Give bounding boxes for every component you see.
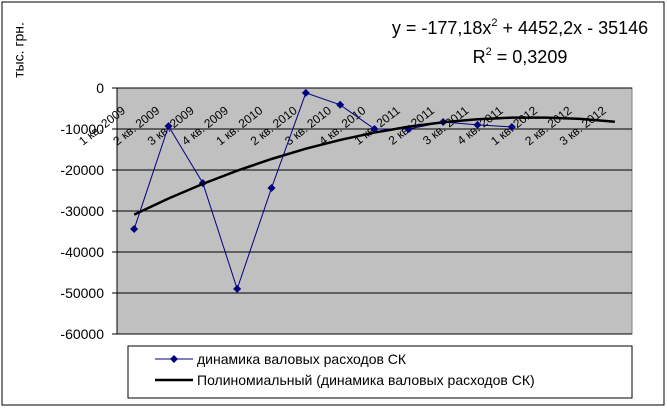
data-point	[336, 100, 345, 109]
data-point	[164, 122, 173, 131]
r-squared: R2 = 0,3209	[473, 46, 568, 67]
y-tick-label: 0	[96, 80, 104, 96]
y-axis-label: тыс. грн.	[11, 22, 27, 78]
y-tick-label: -60000	[60, 326, 104, 342]
y-tick-label: -40000	[60, 244, 104, 260]
equation-text: + 4452,2x - 35146	[498, 18, 649, 38]
data-point	[233, 284, 242, 293]
r-squared-text: R	[473, 47, 486, 67]
equation-text: y = -177,18x	[392, 18, 492, 38]
legend-marker	[170, 355, 178, 363]
r-squared-text: = 0,3209	[492, 47, 568, 67]
legend-label: Полиномиальный (динамика валовых расходо…	[197, 372, 535, 388]
y-tick-label: -50000	[60, 285, 104, 301]
equation-sup: 2	[491, 17, 497, 29]
y-tick-label: -10000	[60, 121, 104, 137]
legend-label: динамика валовых расходов СК	[197, 351, 407, 367]
data-point	[267, 184, 276, 193]
legend	[127, 345, 633, 399]
data-point	[507, 122, 516, 131]
data-point	[130, 225, 139, 234]
y-tick-label: -30000	[60, 203, 104, 219]
r-squared-sup: 2	[486, 46, 492, 58]
y-tick-label: -20000	[60, 162, 104, 178]
data-point	[473, 120, 482, 129]
equation: y = -177,18x2 + 4452,2x - 35146	[392, 17, 648, 38]
series-line	[133, 116, 615, 216]
data-point	[301, 88, 310, 97]
